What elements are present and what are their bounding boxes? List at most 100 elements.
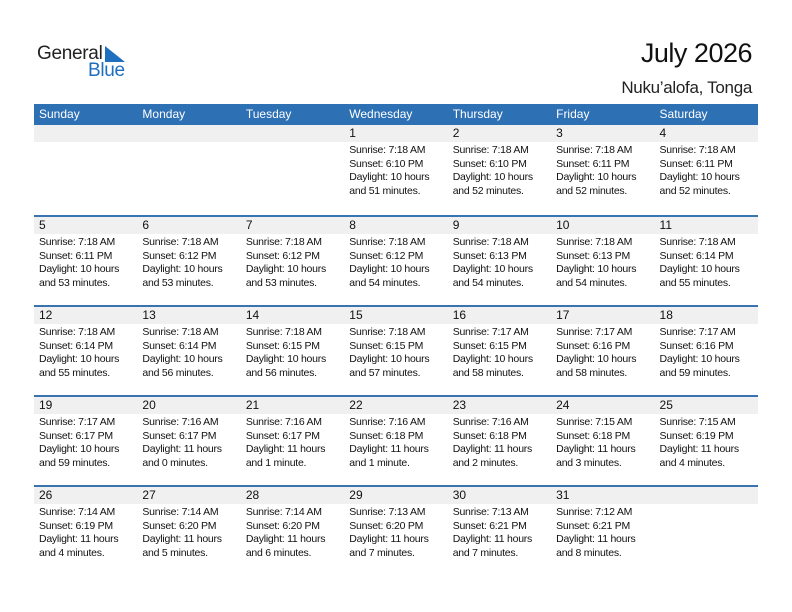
day-number: 30 (452, 488, 467, 502)
day-cell: 1 Sunrise: 7:18 AM Sunset: 6:10 PM Daylight… (344, 125, 447, 215)
date-band (34, 397, 758, 414)
sunrise-text: Sunrise: 7:18 AM (245, 326, 322, 338)
daylight-minutes-text: and 54 minutes. (556, 276, 628, 289)
sunrise-text: Sunrise: 7:16 AM (245, 416, 322, 428)
sunset-text: Sunset: 6:10 PM (349, 157, 424, 170)
sunset-text: Sunset: 6:17 PM (245, 429, 320, 442)
page-title: July 2026 (640, 38, 753, 68)
day-number: 6 (142, 218, 150, 232)
day-number: 7 (245, 218, 253, 232)
daylight-text: Daylight: 10 hours (452, 353, 533, 366)
sunrise-text: Sunrise: 7:17 AM (452, 326, 529, 338)
daylight-minutes-text: and 55 minutes. (39, 366, 110, 379)
daylight-text: Daylight: 11 hours (556, 443, 636, 456)
sunrise-text: Sunrise: 7:15 AM (556, 416, 633, 428)
week-row: 12 Sunrise: 7:18 AM Sunset: 6:14 PM Dayligh… (34, 305, 758, 395)
empty-cell (137, 125, 240, 215)
sunset-text: Sunset: 6:11 PM (39, 249, 113, 262)
daylight-text: Daylight: 10 hours (349, 171, 430, 184)
week-row: 5 Sunrise: 7:18 AM Sunset: 6:11 PM Daylight… (34, 215, 758, 305)
logo-word-general: General (37, 43, 103, 64)
day-number: 13 (142, 308, 156, 322)
day-cell: 23 Sunrise: 7:16 AM Sunset: 6:18 PM Dayligh… (448, 397, 551, 485)
day-number: 18 (659, 308, 673, 322)
daylight-minutes-text: and 3 minutes. (556, 456, 622, 469)
sunset-text: Sunset: 6:14 PM (659, 249, 734, 262)
sunrise-text: Sunrise: 7:18 AM (349, 326, 426, 338)
day-cell: 6 Sunrise: 7:18 AM Sunset: 6:12 PM Daylight… (137, 217, 240, 305)
day-cell: 27 Sunrise: 7:14 AM Sunset: 6:20 PM Dayligh… (137, 487, 240, 575)
day-cell: 5 Sunrise: 7:18 AM Sunset: 6:11 PM Daylight… (34, 217, 137, 305)
weekday-monday: Monday (142, 107, 186, 121)
day-cell: 4 Sunrise: 7:18 AM Sunset: 6:11 PM Daylight… (655, 125, 758, 215)
day-cell: 21 Sunrise: 7:16 AM Sunset: 6:17 PM Dayligh… (241, 397, 344, 485)
sunrise-text: Sunrise: 7:18 AM (39, 326, 115, 338)
sunrise-text: Sunrise: 7:18 AM (39, 236, 115, 248)
sunset-text: Sunset: 6:14 PM (39, 339, 113, 352)
sunset-text: Sunset: 6:18 PM (556, 429, 630, 442)
logo-word-blue: Blue (88, 60, 125, 81)
sunset-text: Sunset: 6:13 PM (452, 249, 527, 262)
sunrise-text: Sunrise: 7:17 AM (39, 416, 115, 428)
weekday-thursday: Thursday (452, 107, 503, 121)
daylight-minutes-text: and 52 minutes. (659, 184, 731, 197)
logo-triangle-icon (105, 46, 125, 62)
day-cell: 25 Sunrise: 7:15 AM Sunset: 6:19 PM Dayligh… (655, 397, 758, 485)
daylight-text: Daylight: 10 hours (142, 353, 223, 366)
day-cell: 17 Sunrise: 7:17 AM Sunset: 6:16 PM Dayligh… (551, 307, 654, 395)
daylight-minutes-text: and 4 minutes. (659, 456, 726, 469)
daylight-minutes-text: and 8 minutes. (556, 546, 622, 559)
daylight-text: Daylight: 10 hours (142, 263, 223, 276)
week-row: 1 Sunrise: 7:18 AM Sunset: 6:10 PM Daylight… (34, 125, 758, 215)
day-cell: 12 Sunrise: 7:18 AM Sunset: 6:14 PM Dayligh… (34, 307, 137, 395)
day-cell: 22 Sunrise: 7:16 AM Sunset: 6:18 PM Dayligh… (344, 397, 447, 485)
daylight-text: Daylight: 11 hours (349, 443, 429, 456)
sunrise-text: Sunrise: 7:18 AM (659, 144, 736, 156)
day-number: 21 (245, 398, 260, 412)
daylight-text: Daylight: 10 hours (452, 171, 533, 184)
day-number: 28 (245, 488, 260, 502)
date-band (34, 125, 758, 142)
sunset-text: Sunset: 6:15 PM (452, 339, 527, 352)
day-number: 4 (659, 126, 667, 140)
weekday-header: Sunday Monday Tuesday Wednesday Thursday Frid… (34, 104, 758, 125)
weekday-friday: Friday (556, 107, 590, 121)
daylight-minutes-text: and 55 minutes. (659, 276, 731, 289)
sunset-text: Sunset: 6:16 PM (556, 339, 630, 352)
day-number: 14 (245, 308, 260, 322)
daylight-minutes-text: and 52 minutes. (556, 184, 628, 197)
sunset-text: Sunset: 6:10 PM (452, 157, 527, 170)
daylight-minutes-text: and 53 minutes. (245, 276, 317, 289)
sunrise-text: Sunrise: 7:18 AM (556, 236, 633, 248)
date-band (34, 217, 758, 234)
sunrise-text: Sunrise: 7:14 AM (142, 506, 219, 518)
day-cell: 20 Sunrise: 7:16 AM Sunset: 6:17 PM Dayligh… (137, 397, 240, 485)
empty-cell (655, 487, 758, 575)
day-cell: 14 Sunrise: 7:18 AM Sunset: 6:15 PM Dayligh… (241, 307, 344, 395)
daylight-text: Daylight: 11 hours (142, 443, 222, 456)
daylight-minutes-text: and 7 minutes. (349, 546, 415, 559)
day-number: 5 (39, 218, 46, 232)
week-row: 26 Sunrise: 7:14 AM Sunset: 6:19 PM Dayligh… (34, 485, 758, 575)
sunset-text: Sunset: 6:21 PM (452, 519, 527, 532)
daylight-text: Daylight: 10 hours (245, 353, 326, 366)
day-number: 9 (452, 218, 460, 232)
day-cell: 24 Sunrise: 7:15 AM Sunset: 6:18 PM Dayligh… (551, 397, 654, 485)
daylight-text: Daylight: 11 hours (245, 533, 326, 546)
empty-cell (241, 125, 344, 215)
day-cell: 8 Sunrise: 7:18 AM Sunset: 6:12 PM Daylight… (344, 217, 447, 305)
day-cell: 7 Sunrise: 7:18 AM Sunset: 6:12 PM Daylight… (241, 217, 344, 305)
daylight-text: Daylight: 10 hours (556, 353, 637, 366)
sunrise-text: Sunrise: 7:18 AM (659, 236, 736, 248)
daylight-minutes-text: and 59 minutes. (39, 456, 110, 469)
daylight-minutes-text: and 58 minutes. (452, 366, 524, 379)
daylight-text: Daylight: 10 hours (349, 353, 430, 366)
sunset-text: Sunset: 6:17 PM (39, 429, 113, 442)
daylight-minutes-text: and 54 minutes. (349, 276, 421, 289)
sunrise-text: Sunrise: 7:18 AM (245, 236, 322, 248)
daylight-text: Daylight: 10 hours (39, 443, 120, 456)
daylight-minutes-text: and 7 minutes. (452, 546, 519, 559)
daylight-text: Daylight: 11 hours (142, 533, 222, 546)
daylight-text: Daylight: 11 hours (452, 443, 533, 456)
